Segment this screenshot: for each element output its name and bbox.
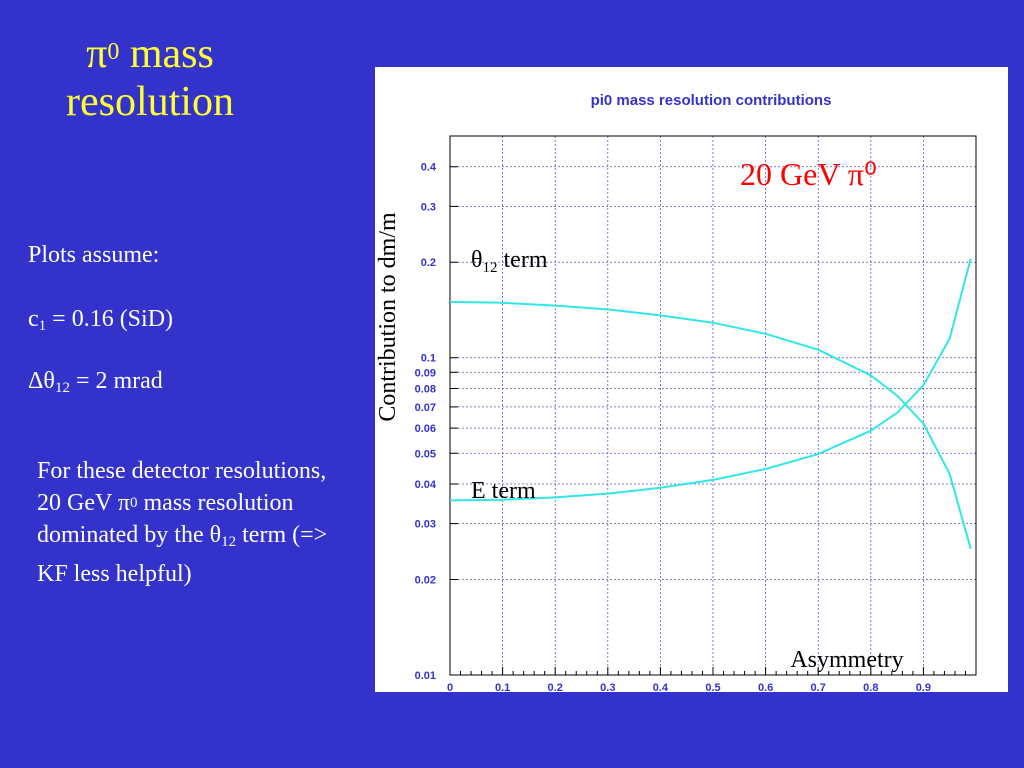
x-tick-label: 0.2: [548, 682, 563, 692]
x-tick-label: 0.1: [495, 682, 510, 692]
y-tick-label: 0.05: [415, 448, 436, 460]
series-line: [449, 258, 972, 502]
assume-dtheta: Δθ12 = 2 mrad: [28, 368, 163, 397]
theta-term-symbol: θ: [471, 247, 483, 273]
y-tick-label: 0.08: [415, 383, 436, 395]
e-term-label: E term: [471, 478, 536, 504]
energy-annotation: 20 GeV π⁰: [740, 156, 877, 192]
dtheta-value: = 2 mrad: [69, 368, 163, 394]
theta-term-rest: term: [498, 247, 548, 273]
y-tick-label: 0.02: [415, 574, 436, 586]
conclusion-note: For these detector resolutions, 20 GeV π…: [37, 455, 337, 590]
theta-term-label: θ12 term: [471, 247, 548, 276]
note-pi: π: [117, 490, 131, 516]
y-tick-label: 0.4: [421, 162, 437, 174]
chart-panel: pi0 mass resolution contributions 0 0.1 0.…: [375, 67, 1008, 694]
note-part3: term (=> KF less helpful): [37, 522, 328, 587]
assume-heading: Plots assume:: [28, 242, 160, 268]
y-tick-label: 0.2: [421, 257, 436, 269]
chart-title: pi0 mass resolution contributions: [591, 92, 832, 109]
series-line: [449, 300, 972, 550]
y-tick-label: 0.01: [415, 670, 436, 682]
y-tick-label: 0.07: [415, 402, 436, 414]
x-tick-label: 0.8: [863, 682, 878, 692]
chart-svg: pi0 mass resolution contributions 0 0.1 0.…: [375, 92, 977, 694]
y-tick-label: 0.03: [415, 519, 436, 531]
note-part1: For these detector resolutions, 20 GeV: [37, 458, 327, 516]
slide-title: π0 mass resolution: [0, 30, 300, 126]
x-tick-label: 0.6: [758, 682, 773, 692]
y-axis-ticks: 0.01 0.02 0.03 0.04 0.05 0.06 0.07 0.08 0.09 0.1 0…: [415, 162, 458, 682]
title-pi-symbol: π: [86, 31, 108, 77]
series-lines: [449, 258, 972, 550]
title-resolution: resolution: [66, 79, 234, 125]
x-axis-ticks: 0 0.1 0.2 0.3 0.4 0.5 0.6 0.7 0.8 0.9: [447, 667, 966, 694]
x-tick-label: 0.5: [705, 682, 720, 692]
x-tick-label: 0.7: [811, 682, 826, 692]
x-axis-label: Asymmetry: [790, 647, 903, 673]
y-tick-label: 0.04: [415, 479, 437, 491]
note-part2: mass resolution dominated by the θ: [37, 490, 294, 548]
x-tick-label: 0.9: [916, 682, 931, 692]
y-tick-label: 0.1: [421, 353, 436, 365]
x-tick-label: 0: [447, 682, 453, 692]
c1-subscript: 1: [38, 318, 47, 334]
c1-label: c: [28, 306, 39, 332]
assume-c1: c1 = 0.16 (SiD): [28, 306, 173, 335]
title-superscript: 0: [107, 39, 120, 65]
theta-term-subscript: 12: [483, 260, 498, 276]
note-theta-sub: 12: [221, 534, 237, 550]
y-tick-label: 0.06: [415, 423, 436, 435]
dtheta-subscript: 12: [54, 380, 70, 396]
y-tick-label: 0.3: [421, 201, 436, 213]
c1-value: = 0.16 (SiD): [46, 306, 174, 332]
x-tick-label: 0.4: [653, 682, 669, 692]
dtheta-label: Δθ: [28, 368, 55, 394]
y-tick-label: 0.09: [415, 367, 436, 379]
y-axis-label: Contribution to dm/m: [375, 212, 401, 422]
note-pi-sup: 0: [130, 495, 138, 511]
x-tick-label: 0.3: [600, 682, 615, 692]
chart-grid: [450, 136, 976, 675]
title-mass: mass: [119, 31, 214, 77]
